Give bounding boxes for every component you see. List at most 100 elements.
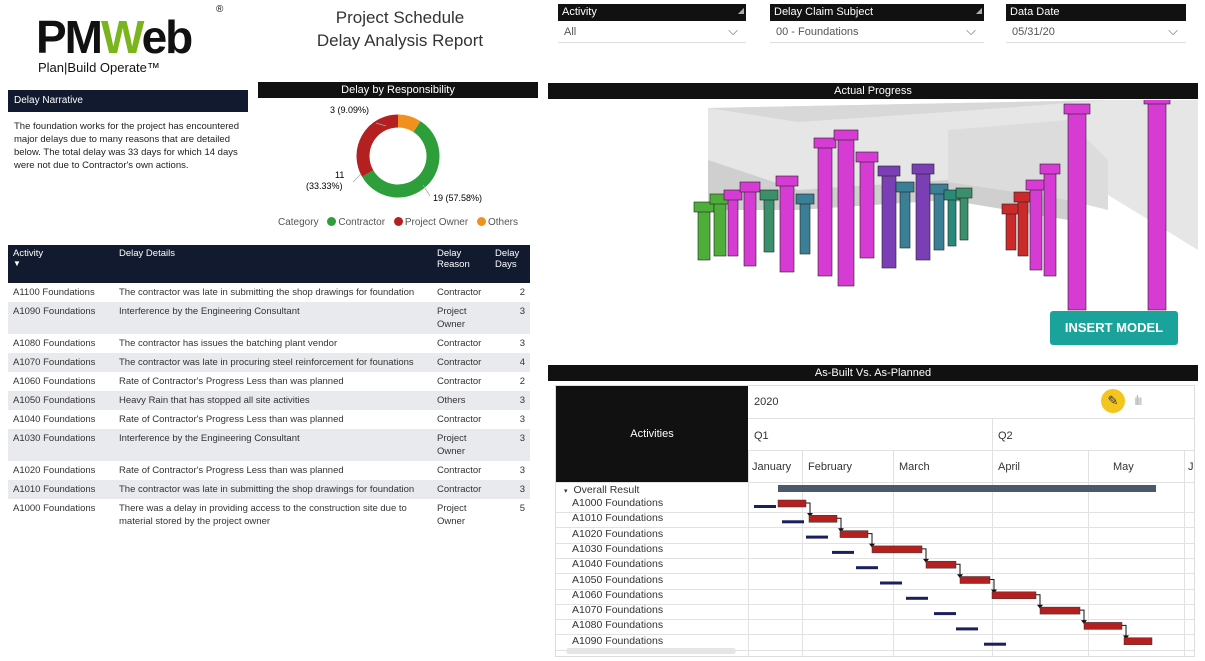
actual-bar[interactable] [991,591,1037,600]
model-column-cap [877,165,901,177]
cell-activity: A1070 Foundations [8,353,114,372]
gantt-row-label[interactable]: A1080 Foundations [572,619,664,632]
actual-bar[interactable] [871,545,923,554]
model-column-cap [775,175,799,187]
dependency-link [1122,624,1127,639]
gantt-row-label[interactable]: A1040 Foundations [572,558,664,571]
actual-bar[interactable] [1039,606,1081,615]
cell-activity: A1090 Foundations [8,302,114,334]
actual-bar[interactable] [925,560,957,569]
planned-bar[interactable] [782,520,804,524]
gantt-row-label[interactable]: A1000 Foundations [572,497,664,509]
gantt-row-label[interactable]: A1020 Foundations [572,527,664,540]
model-column-cap [723,189,743,201]
model-column-cap [833,129,859,141]
logo-tagline: Plan|Build Operate™ [38,60,160,75]
legend-project-owner[interactable]: Project Owner [404,217,469,228]
table-row[interactable]: A1020 Foundations Rate of Contractor's Pr… [8,461,530,480]
cell-delay-days: 3 [490,302,530,334]
cell-delay-reason: Project Owner [437,503,467,527]
table-row[interactable]: A1010 Foundations The contractor was late… [8,480,530,499]
donut-slice-project-owner[interactable] [356,114,399,177]
actual-bar[interactable] [839,530,869,538]
cell-delay-details: Rate of Contractor's Progress Less than … [119,465,344,476]
gantt-row-label[interactable]: A1030 Foundations [572,542,664,555]
year-label: 2020 [754,396,779,408]
insert-model-button[interactable]: INSERT MODEL [1050,311,1178,345]
planned-bar[interactable] [832,550,854,554]
delay-claim-subject-slicer[interactable]: Delay Claim Subject ◢ 00 - Foundations ⌵ [770,4,984,43]
narrative-title: Delay Narrative [8,90,248,112]
cell-delay-reason: Contractor [437,414,482,425]
planned-bar[interactable] [856,566,878,570]
legend-others[interactable]: Others [487,217,518,228]
col-header-delay-reason[interactable]: Delay Reason [432,245,490,283]
col-header-delay-days[interactable]: Delay Days [490,245,530,283]
col-header-delay-details[interactable]: Delay Details [114,245,432,283]
planned-bar[interactable] [880,581,902,585]
planned-bar[interactable] [984,642,1006,646]
data-date-slicer[interactable]: Data Date 05/31/20 ⌵ [1006,4,1186,43]
legend-contractor[interactable]: Contractor [338,217,386,228]
planned-bar[interactable] [806,535,828,539]
cell-activity: A1100 Foundations [13,287,95,298]
month-label-january: January [752,461,792,473]
actual-bar[interactable] [808,515,838,523]
model-column [763,195,775,253]
model-column-cap [1063,103,1091,115]
model-column-cap [759,189,779,201]
bim-3d-model-view[interactable] [548,100,1198,350]
slicer-label: Delay Claim Subject ◢ [770,4,984,21]
table-row[interactable]: A1100 Foundations The contractor was late… [8,283,530,302]
table-row[interactable]: A1000 Foundations There was a delay in pr… [8,499,530,531]
model-column [899,187,911,249]
gantt-row-label[interactable]: A1060 Foundations [572,588,664,601]
col-header-activity[interactable]: Activity ▼ [8,245,114,283]
slicer-label: Activity ◢ [558,4,746,21]
overall-result-row[interactable]: ▾ Overall Result [564,484,640,496]
data-date-dropdown[interactable]: 05/31/20 ⌵ [1006,21,1186,43]
model-column [881,171,897,269]
gantt-row-label[interactable]: A1070 Foundations [572,604,664,617]
model-column [933,189,945,251]
model-column-cap [955,187,973,199]
activity-dropdown[interactable]: All ⌵ [558,21,746,43]
cell-delay-reason: Contractor [437,376,482,387]
gantt-chart[interactable]: Activities 2020 Q1 Q2 January February M… [555,385,1195,657]
donut-slice-others[interactable] [397,114,421,133]
activity-slicer[interactable]: Activity ◢ All ⌵ [558,4,746,43]
table-row[interactable]: A1040 Foundations Rate of Contractor's Pr… [8,410,530,429]
planned-bar[interactable] [906,596,928,600]
table-row[interactable]: A1060 Foundations Rate of Contractor's Pr… [8,372,530,391]
gantt-row-label[interactable]: A1090 Foundations [572,634,664,647]
gantt-row-label[interactable]: A1050 Foundations [572,573,664,586]
planned-bar[interactable] [956,627,978,631]
horizontal-scrollbar[interactable] [566,648,736,654]
table-row[interactable]: A1050 Foundations Heavy Rain that has sto… [8,391,530,410]
dependency-arrow [1037,604,1043,609]
planned-bar[interactable] [934,612,956,616]
actual-bar[interactable] [777,499,807,508]
month-label-may: May [1113,461,1134,473]
donut-chart[interactable]: 3 (9.09%) 11 (33.33%) 19 (57.58%) [258,100,538,212]
delay-claim-subject-dropdown[interactable]: 00 - Foundations ⌵ [770,21,984,43]
slicer-label: Data Date [1006,4,1186,21]
donut-slice-contractor[interactable] [362,121,440,198]
table-row[interactable]: A1080 Foundations The contractor has issu… [8,334,530,353]
pencil-icon[interactable]: ✎ [1101,389,1125,413]
planned-bar[interactable] [754,505,776,508]
bar-chart-icon[interactable]: ılıı [1134,392,1143,408]
delay-table: Activity ▼ Delay Details Delay Reason Dela… [8,245,530,531]
actual-bar[interactable] [1123,637,1153,645]
donut-legend: Category Contractor Project Owner Others [278,217,518,228]
table-row[interactable]: A1070 Foundations The contractor was late… [8,353,530,372]
gantt-row-label[interactable]: A1010 Foundations [572,512,664,525]
dependency-arrow [869,543,875,548]
actual-bar[interactable] [959,576,991,584]
table-row[interactable]: A1030 Foundations Interference by the Eng… [8,429,530,461]
actual-bar[interactable] [1083,622,1123,630]
month-label-february: February [808,461,853,473]
table-row[interactable]: A1090 Foundations Interference by the Eng… [8,302,530,334]
month-label-march: March [899,461,930,473]
cell-delay-days: 2 [519,287,525,298]
